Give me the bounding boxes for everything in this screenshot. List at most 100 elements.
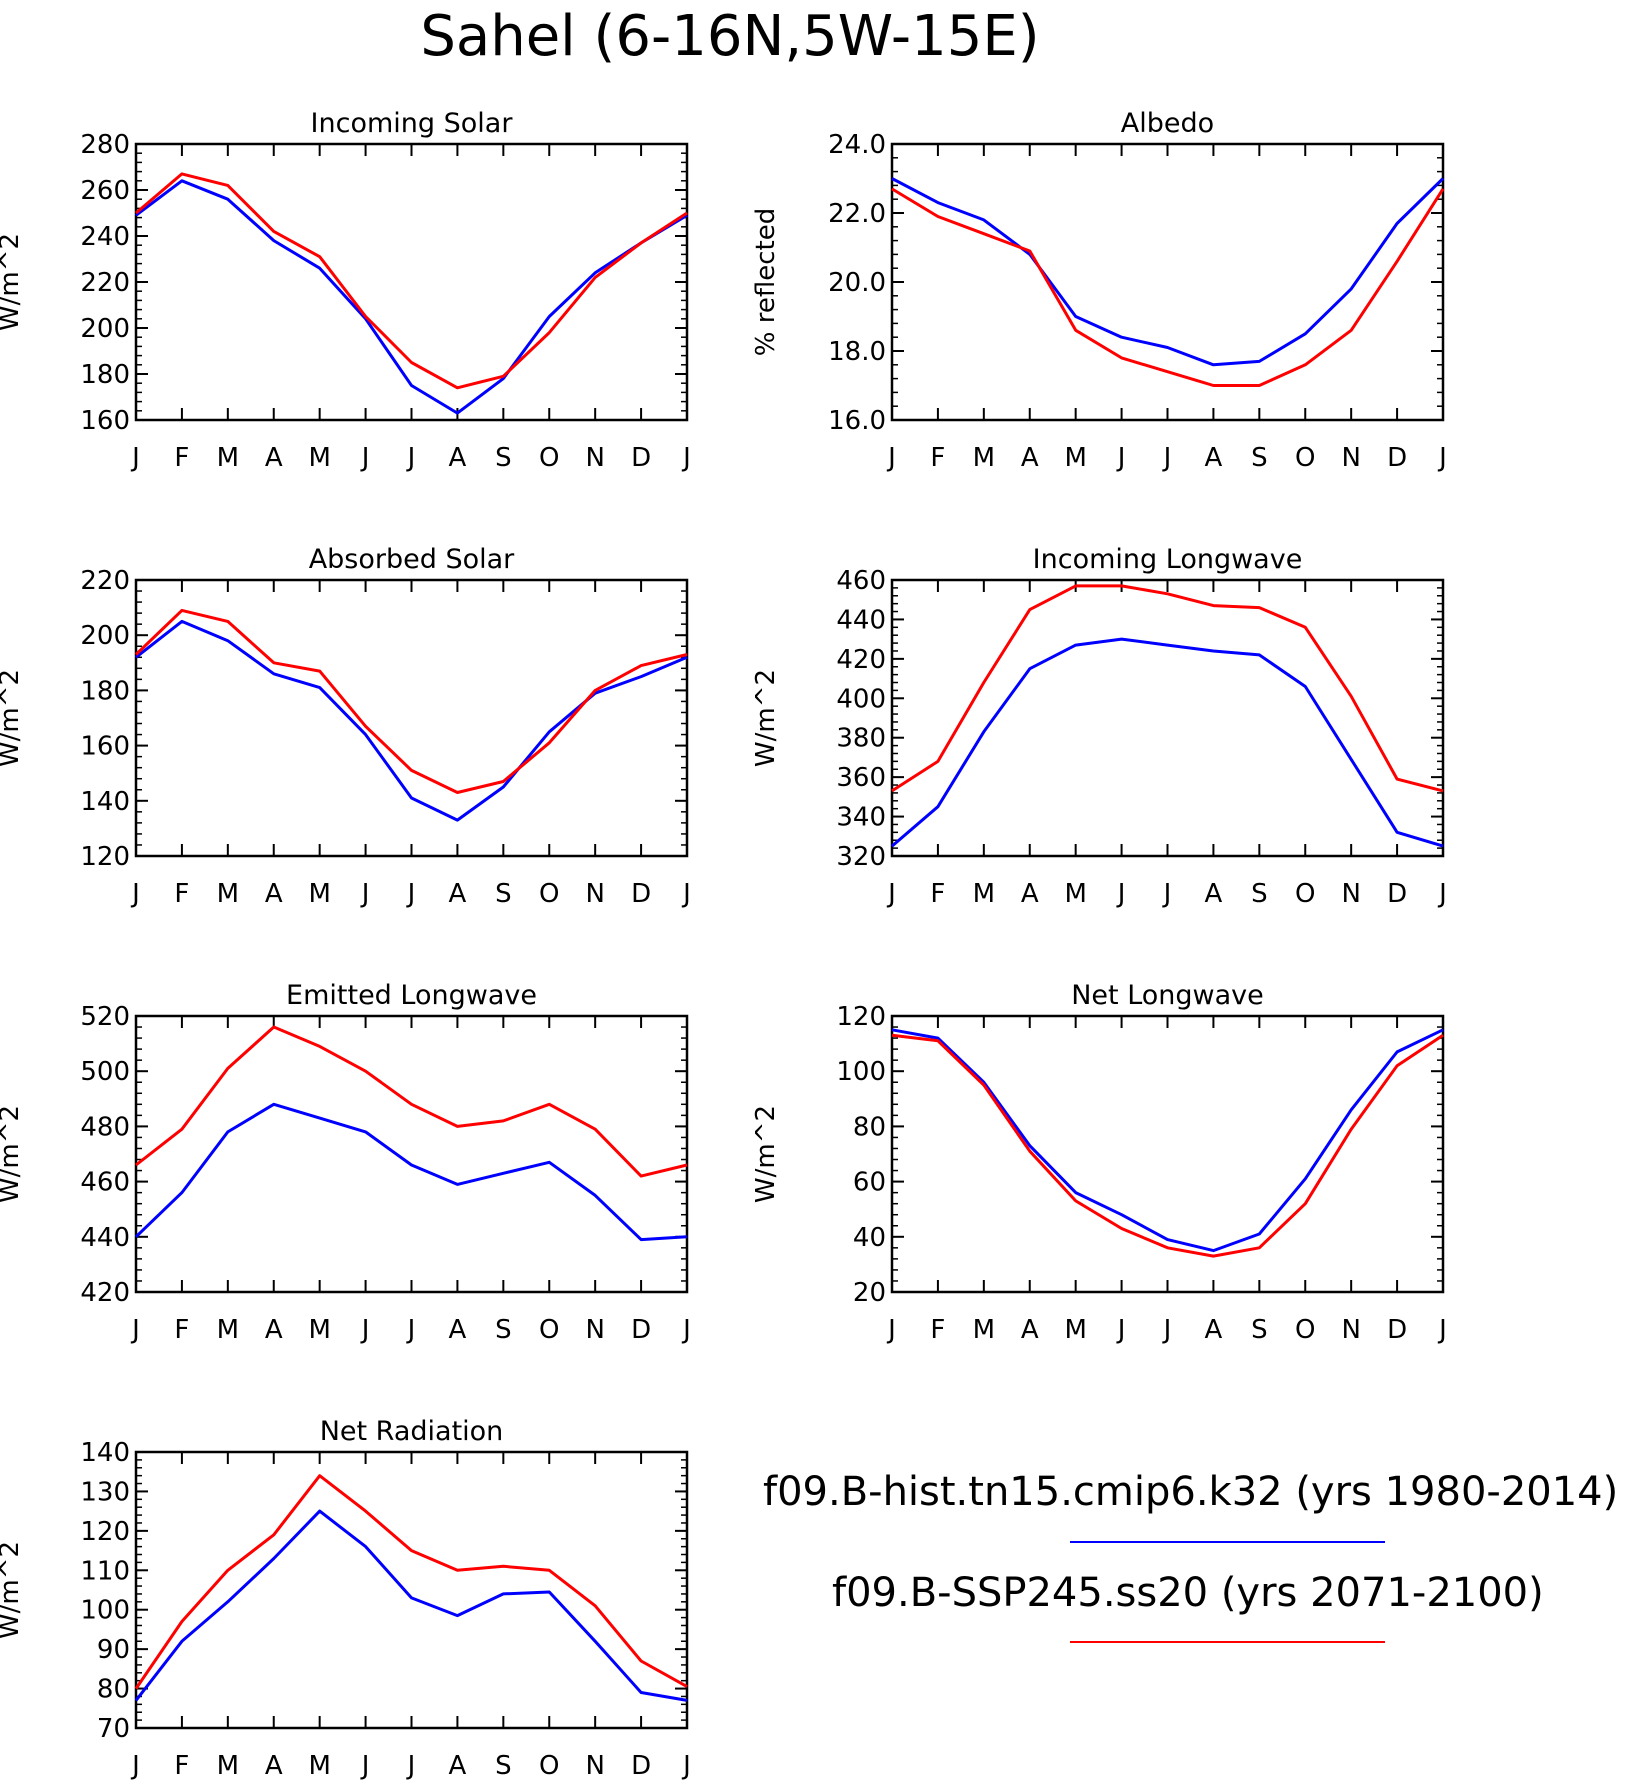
x-tick-label: S: [495, 443, 512, 473]
y-tick-label: 460: [80, 1168, 130, 1198]
x-tick-label: M: [217, 1315, 239, 1345]
x-tick-label: J: [886, 1315, 896, 1345]
x-tick-label: J: [406, 1751, 416, 1781]
chart-title-albedo: Albedo: [1121, 108, 1214, 139]
x-tick-label: J: [360, 1751, 370, 1781]
x-tick-label: J: [130, 1751, 140, 1781]
y-tick-label: 420: [80, 1278, 130, 1308]
y-tick-label: 110: [80, 1556, 130, 1586]
x-tick-label: D: [631, 1315, 651, 1345]
series-line-historical: [135, 179, 688, 415]
x-tick-label: J: [360, 443, 370, 473]
plot-frame: [134, 1450, 689, 1730]
x-tick-label: J: [681, 1751, 691, 1781]
x-tick-label: A: [449, 879, 467, 909]
x-tick-label: A: [265, 1751, 283, 1781]
y-axis-label-net-longwave: W/m^2: [751, 1105, 781, 1203]
x-tick-label: A: [449, 1751, 467, 1781]
x-tick-label: N: [1341, 443, 1360, 473]
x-tick-label: A: [1021, 879, 1039, 909]
x-tick-label: J: [406, 443, 416, 473]
legend-label-ssp245: f09.B-SSP245.ss20 (yrs 2071-2100): [832, 1570, 1544, 1616]
x-tick-label: O: [539, 1751, 559, 1781]
plot-frame: [134, 578, 689, 858]
y-tick-label: 140: [80, 787, 130, 817]
y-tick-label: 18.0: [828, 337, 886, 367]
x-tick-label: M: [308, 1315, 330, 1345]
x-tick-label: O: [1295, 1315, 1315, 1345]
x-tick-label: J: [1437, 1315, 1447, 1345]
y-axis-label-incoming-solar: W/m^2: [0, 233, 25, 331]
y-tick-label: 24.0: [828, 130, 886, 160]
x-tick-label: N: [1341, 1315, 1360, 1345]
y-tick-label: 20: [853, 1278, 886, 1308]
y-tick-label: 200: [80, 314, 130, 344]
x-tick-label: N: [585, 879, 604, 909]
x-tick-label: O: [539, 879, 559, 909]
x-tick-label: N: [585, 443, 604, 473]
chart-title-incoming-solar: Incoming Solar: [311, 108, 514, 139]
chart-title-emitted-longwave: Emitted Longwave: [286, 980, 537, 1011]
y-tick-label: 120: [80, 1517, 130, 1547]
x-tick-label: M: [217, 443, 239, 473]
y-tick-label: 220: [80, 566, 130, 596]
x-tick-label: M: [308, 879, 330, 909]
x-tick-label: J: [681, 443, 691, 473]
x-tick-label: A: [1205, 1315, 1223, 1345]
x-tick-label: J: [1162, 879, 1172, 909]
series-line-historical: [134, 1102, 688, 1242]
x-tick-label: A: [1021, 1315, 1039, 1345]
y-tick-label: 180: [80, 676, 130, 706]
y-tick-label: 80: [853, 1112, 886, 1142]
x-tick-label: D: [631, 1751, 651, 1781]
x-tick-label: S: [1251, 1315, 1268, 1345]
x-tick-label: J: [130, 1315, 140, 1345]
x-tick-label: A: [1205, 443, 1223, 473]
legend: f09.B-hist.tn15.cmip6.k32 (yrs 1980-2014…: [763, 1469, 1618, 1643]
y-tick-label: 320: [836, 842, 886, 872]
panels: Incoming Solar W/m^2 160 180 200 220 240 260 280…: [0, 108, 1447, 1781]
series-line-historical: [134, 1509, 688, 1702]
x-tick-label: J: [1116, 443, 1126, 473]
x-tick-label: N: [1341, 879, 1360, 909]
x-tick-label: J: [1162, 1315, 1172, 1345]
chart-title-absorbed-solar: Absorbed Solar: [309, 544, 515, 575]
series-line-ssp245: [891, 584, 1444, 793]
x-tick-label: S: [495, 1315, 512, 1345]
y-tick-label: 20.0: [828, 268, 886, 298]
x-tick-label: J: [360, 1315, 370, 1345]
plot-frame: [890, 578, 1445, 858]
x-tick-label: J: [1116, 879, 1126, 909]
x-tick-label: A: [449, 1315, 467, 1345]
x-tick-label: A: [449, 443, 467, 473]
x-tick-label: M: [217, 879, 239, 909]
x-tick-label: J: [1437, 443, 1447, 473]
y-tick-label: 200: [80, 621, 130, 651]
series-line-ssp245: [134, 608, 688, 794]
x-tick-label: M: [1064, 1315, 1086, 1345]
x-tick-label: N: [585, 1751, 604, 1781]
x-tick-label: J: [406, 1315, 416, 1345]
y-tick-label: 60: [853, 1168, 886, 1198]
x-tick-label: M: [973, 879, 995, 909]
y-tick-label: 120: [836, 1002, 886, 1032]
y-tick-label: 22.0: [828, 199, 886, 229]
y-axis-label-albedo: % reflected: [751, 208, 781, 356]
x-tick-label: S: [495, 1751, 512, 1781]
y-tick-label: 460: [836, 566, 886, 596]
x-tick-label: O: [539, 443, 559, 473]
chart-title-incoming-longwave: Incoming Longwave: [1033, 544, 1303, 575]
plot-frame: [134, 142, 689, 422]
plot-frame: [134, 1014, 689, 1294]
series-line-historical: [135, 619, 688, 822]
series-line-historical: [891, 177, 1445, 367]
x-tick-label: O: [1295, 443, 1315, 473]
y-tick-label: 280: [80, 130, 130, 160]
x-tick-label: D: [631, 443, 651, 473]
y-tick-label: 90: [97, 1635, 130, 1665]
y-tick-label: 240: [80, 222, 130, 252]
x-tick-label: J: [681, 1315, 691, 1345]
chart-emitted-longwave: Emitted Longwave W/m^2 420 440 460 480 500 520 J…: [0, 980, 691, 1345]
x-tick-label: J: [1162, 443, 1172, 473]
chart-net-radiation: Net Radiation W/m^2 70 80 90 100 110 120 130 140 J…: [0, 1416, 691, 1781]
